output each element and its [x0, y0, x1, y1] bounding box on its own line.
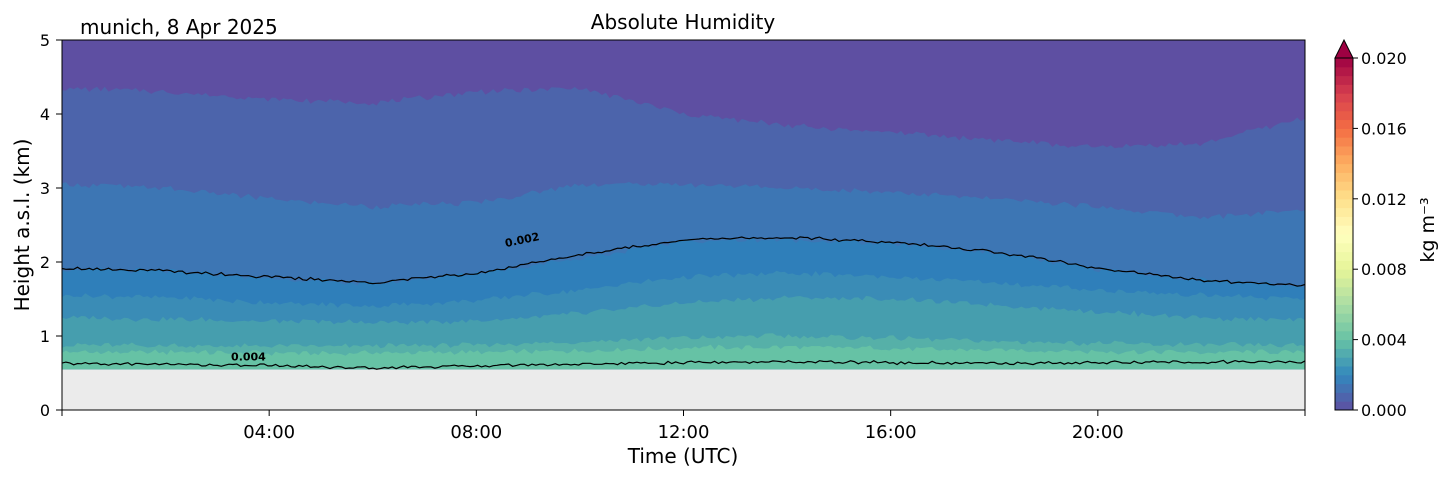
colorbar-tick-label: 0.000 — [1361, 401, 1407, 420]
colorbar-band — [1335, 181, 1353, 191]
colorbar-extend-arrow — [1334, 38, 1354, 59]
colorbar-frame — [1334, 57, 1354, 411]
colorbar-band — [1335, 322, 1353, 332]
x-axis-label: Time (UTC) — [627, 444, 739, 468]
colorbar-band — [1335, 366, 1353, 376]
colorbar-band — [1335, 225, 1353, 235]
colorbar-tick-label: 0.012 — [1361, 190, 1407, 209]
colorbar-band — [1335, 163, 1353, 173]
colorbar-band — [1335, 146, 1353, 156]
colorbar-band — [1335, 110, 1353, 121]
colorbar-band — [1335, 234, 1353, 244]
colorbar-band — [1335, 137, 1353, 147]
colorbar-band — [1335, 330, 1353, 341]
colorbar-band — [1335, 84, 1353, 94]
x-axis: 04:00 08:00 12:00 16:00 20:00 — [61, 410, 1306, 443]
x-tick-label: 16:00 — [865, 422, 917, 443]
y-tick-label: 0 — [40, 401, 50, 420]
colorbar-label: kg m⁻³ — [1417, 197, 1439, 262]
colorbar-band — [1335, 207, 1353, 217]
x-tick-label: 12:00 — [658, 422, 710, 443]
colorbar-band — [1335, 93, 1353, 103]
colorbar-band — [1335, 260, 1353, 270]
colorbar-band — [1335, 66, 1353, 77]
colorbar-band — [1335, 172, 1353, 182]
colorbar-band — [1335, 295, 1353, 305]
contour-line — [62, 359, 1305, 370]
colorbar-band — [1335, 357, 1353, 367]
colorbar-tick-label: 0.004 — [1361, 331, 1407, 350]
y-tick-label: 2 — [40, 253, 50, 272]
humidity-layer — [62, 344, 1305, 370]
colorbar-band — [1335, 313, 1353, 323]
colorbar-band — [1335, 383, 1353, 393]
colorbar-band — [1335, 269, 1353, 279]
colorbar-tick-label: 0.008 — [1361, 260, 1407, 279]
colorbar-tick-label: 0.020 — [1361, 49, 1407, 68]
colorbar-band — [1335, 216, 1353, 226]
y-axis-label: Height a.s.l. (km) — [10, 139, 34, 312]
colorbar-band — [1335, 278, 1353, 288]
contour-label: 0.004 — [231, 350, 266, 363]
x-tick-label: 04:00 — [243, 422, 295, 443]
contour-line — [62, 236, 1305, 287]
colorbar-band — [1335, 190, 1353, 200]
colorbar-band — [1335, 242, 1353, 253]
y-tick-label: 5 — [40, 31, 50, 50]
colorbar-band — [1335, 339, 1353, 349]
colorbar: 0.000 0.004 0.008 0.012 0.016 0.020 — [1334, 38, 1407, 420]
colorbar-band — [1335, 401, 1353, 411]
chart-subtitle: munich, 8 Apr 2025 — [80, 15, 278, 39]
colorbar-tick-label: 0.016 — [1361, 119, 1407, 138]
colorbar-band — [1335, 154, 1353, 165]
colorbar-band — [1335, 102, 1353, 112]
x-tick-label: 20:00 — [1072, 422, 1124, 443]
colorbar-band — [1335, 392, 1353, 402]
colorbar-band — [1335, 374, 1353, 385]
y-axis: 0 1 2 3 4 5 — [40, 31, 62, 420]
colorbar-band — [1335, 251, 1353, 261]
x-tick-label: 08:00 — [450, 422, 502, 443]
colorbar-band — [1335, 128, 1353, 138]
colorbar-band — [1335, 119, 1353, 129]
chart-title: Absolute Humidity — [591, 10, 776, 34]
colorbar-band — [1335, 304, 1353, 314]
colorbar-band — [1335, 286, 1353, 297]
y-tick-label: 1 — [40, 327, 50, 346]
y-tick-label: 3 — [40, 179, 50, 198]
colorbar-band — [1335, 58, 1353, 68]
colorbar-band — [1335, 348, 1353, 358]
y-tick-label: 4 — [40, 105, 50, 124]
colorbar-band — [1335, 75, 1353, 85]
humidity-layers — [62, 40, 1305, 370]
colorbar-band — [1335, 198, 1353, 209]
